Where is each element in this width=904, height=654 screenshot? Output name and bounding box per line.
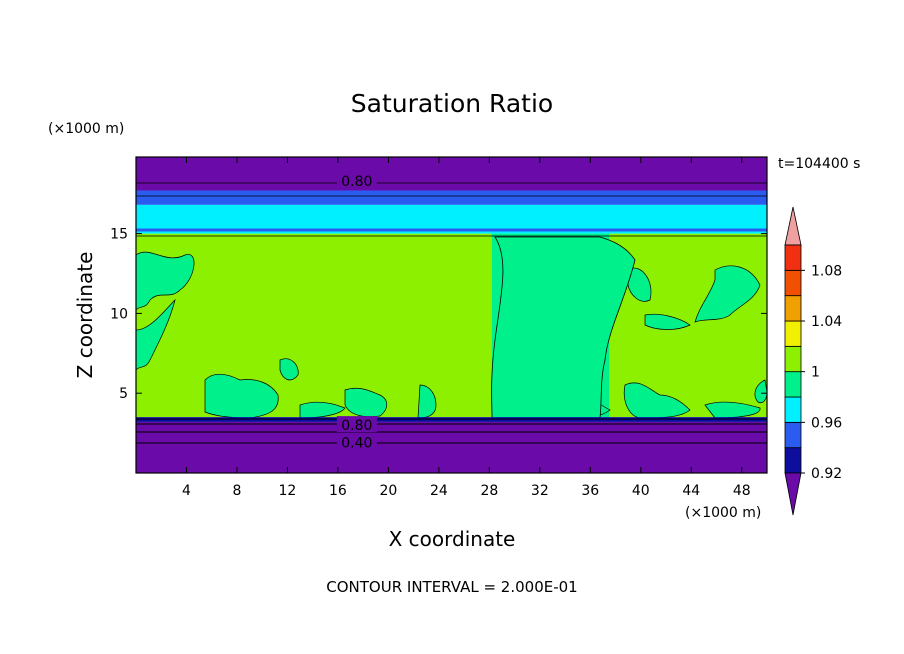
- colorbar-top-extension: [784, 206, 802, 246]
- colorbar-box: [784, 421, 802, 449]
- plot-frame: [135, 156, 768, 474]
- x-tick-label: 24: [430, 483, 448, 499]
- x-tick-label: 8: [232, 483, 241, 499]
- y-axis-unit: (×1000 m): [48, 121, 124, 137]
- contour-central-region: [491, 236, 636, 419]
- band-1: [136, 417, 767, 422]
- colorbar-tick-label: 0.92: [811, 466, 842, 482]
- x-tick-label: 40: [632, 483, 650, 499]
- colorbar-tick-label: 0.96: [811, 415, 842, 431]
- colorbar-tick-label: 1.04: [811, 314, 842, 330]
- contour-blob-7: [204, 373, 279, 419]
- y-axis-ticks: 5 10 15: [110, 227, 767, 402]
- contour-blob-3: [627, 267, 652, 302]
- x-tick-label: 32: [531, 483, 549, 499]
- y-tick-label: 15: [110, 227, 128, 243]
- contour-label-bg-2: [336, 433, 377, 450]
- x-tick-label: 16: [329, 483, 347, 499]
- x-axis-label: X coordinate: [389, 527, 516, 551]
- y-axis-label: Z coordinate: [73, 252, 97, 379]
- x-tick-label: 44: [682, 483, 700, 499]
- contour-blob-12: [623, 382, 691, 419]
- band-0: [136, 421, 767, 473]
- contour-label-bg-1: [336, 416, 377, 433]
- x-tick-label: 12: [279, 483, 297, 499]
- colorbar-box: [784, 295, 802, 322]
- colorbar-box: [784, 371, 802, 398]
- x-axis-ticks: 4 8 12 16 20 24 28 32 36 40 44 48: [182, 157, 751, 499]
- x-axis-unit: (×1000 m): [685, 505, 761, 521]
- y-tick-label: 10: [110, 306, 128, 322]
- contour-blob-4: [694, 265, 761, 323]
- contour-label-bg-0: [336, 171, 377, 188]
- colorbar-box: [784, 396, 802, 423]
- y-tick-label: 5: [119, 386, 128, 402]
- x-tick-label: 36: [581, 483, 599, 499]
- x-tick-label: 28: [480, 483, 498, 499]
- colorbar-box: [784, 447, 802, 474]
- contour-blob-1: [135, 298, 176, 371]
- x-tick-label: 48: [733, 483, 751, 499]
- contour-label-1: 0.80: [341, 418, 372, 434]
- contour-blob-0: [135, 251, 195, 311]
- x-tick-label: 4: [182, 483, 191, 499]
- colorbar-tick-label: 1: [811, 365, 820, 381]
- colorbar-tick-label: 1.08: [811, 263, 842, 279]
- colorbar-box: [784, 320, 802, 347]
- colorbar-box: [784, 269, 802, 297]
- contour-blob-5: [644, 313, 691, 330]
- colorbar: 0.92 0.96 1 1.04 1.08: [784, 206, 842, 516]
- contour-label-2: 0.40: [341, 436, 372, 452]
- contour-label-0: 0.80: [341, 174, 372, 190]
- colorbar-box: [784, 345, 802, 373]
- colorbar-box: [784, 244, 802, 271]
- contour-interval-label: CONTOUR INTERVAL = 2.000E-01: [326, 578, 577, 596]
- time-label: t=104400 s: [778, 156, 860, 172]
- chart-title: Saturation Ratio: [351, 89, 553, 118]
- band-4: [136, 157, 767, 191]
- plot-area: 0.80 0.80 0.40: [135, 157, 768, 473]
- colorbar-bottom-extension: [784, 472, 802, 516]
- contour-blob-2: [279, 358, 299, 381]
- x-tick-label: 20: [379, 483, 397, 499]
- contour-blob-9: [344, 387, 388, 418]
